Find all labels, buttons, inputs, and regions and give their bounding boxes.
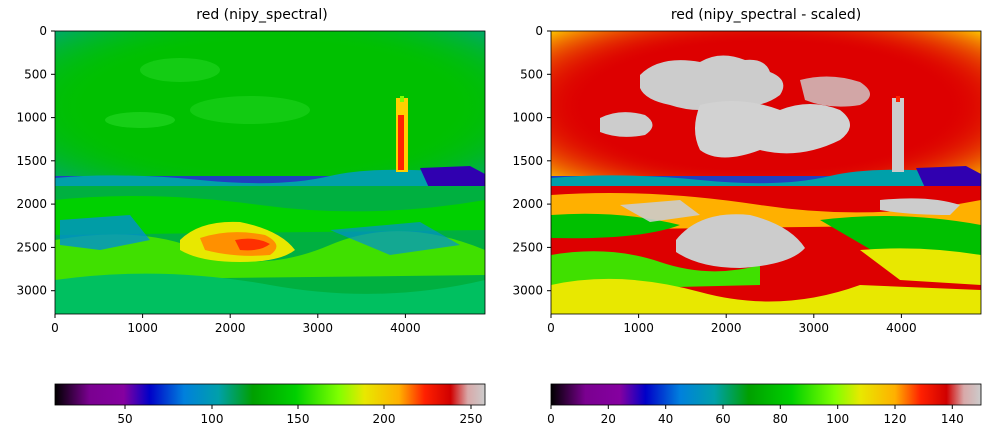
colorbar-tick-label: 50 [117, 412, 132, 426]
colorbar-tick-label: 40 [658, 412, 673, 426]
x-tick-label: 1000 [127, 321, 158, 335]
y-tick-label: 0 [535, 24, 543, 38]
y-tick-label: 1500 [16, 154, 47, 168]
colorbar-tick-label: 80 [773, 412, 788, 426]
x-tick-label: 0 [51, 321, 59, 335]
x-tick-label: 2000 [215, 321, 246, 335]
panel-left-x-axis: 0 1000 2000 3000 4000 [51, 314, 421, 335]
colorbar-tick-label: 60 [715, 412, 730, 426]
colorbar-tick-label: 150 [287, 412, 310, 426]
colorbar-tick-label: 100 [201, 412, 224, 426]
x-tick-label: 2000 [711, 321, 742, 335]
y-tick-label: 2000 [16, 197, 47, 211]
x-tick-label: 3000 [799, 321, 830, 335]
panel-left-image [55, 31, 485, 314]
panel-right-image [551, 31, 981, 314]
panel-left-colorbar: 50 100 150 200 250 [54, 383, 486, 426]
x-tick-label: 3000 [303, 321, 334, 335]
colorbar-tick-label: 120 [884, 412, 907, 426]
y-tick-label: 500 [520, 67, 543, 81]
x-tick-label: 4000 [390, 321, 421, 335]
y-tick-label: 0 [39, 24, 47, 38]
y-tick-label: 500 [24, 67, 47, 81]
colorbar-tick-label: 250 [460, 412, 483, 426]
y-tick-label: 1500 [512, 154, 543, 168]
colorbar-tick-label: 100 [826, 412, 849, 426]
panel-right-x-axis: 0 1000 2000 3000 4000 [547, 314, 917, 335]
colorbar-tick-label: 20 [601, 412, 616, 426]
panel-right-y-axis: 0 500 1000 1500 2000 2500 3000 [512, 24, 551, 298]
y-tick-label: 3000 [16, 284, 47, 298]
x-tick-label: 0 [547, 321, 555, 335]
y-tick-label: 3000 [512, 284, 543, 298]
panel-right-colorbar: 0 20 40 60 80 100 120 140 [547, 383, 982, 426]
y-tick-label: 1000 [16, 111, 47, 125]
y-tick-label: 2500 [16, 240, 47, 254]
panel-left-y-axis: 0 500 1000 1500 2000 2500 3000 [16, 24, 55, 298]
panel-right-title: red (nipy_spectral - scaled) [671, 7, 861, 23]
panel-left-axes [54, 30, 486, 315]
y-tick-label: 1000 [512, 111, 543, 125]
panel-right-axes [550, 30, 982, 315]
colorbar-tick-label: 0 [547, 412, 555, 426]
y-tick-label: 2500 [512, 240, 543, 254]
colorbar-tick-label: 200 [373, 412, 396, 426]
colorbar-tick-label: 140 [941, 412, 964, 426]
panel-left-title: red (nipy_spectral) [196, 7, 327, 23]
y-tick-label: 2000 [512, 197, 543, 211]
x-tick-label: 4000 [886, 321, 917, 335]
x-tick-label: 1000 [623, 321, 654, 335]
